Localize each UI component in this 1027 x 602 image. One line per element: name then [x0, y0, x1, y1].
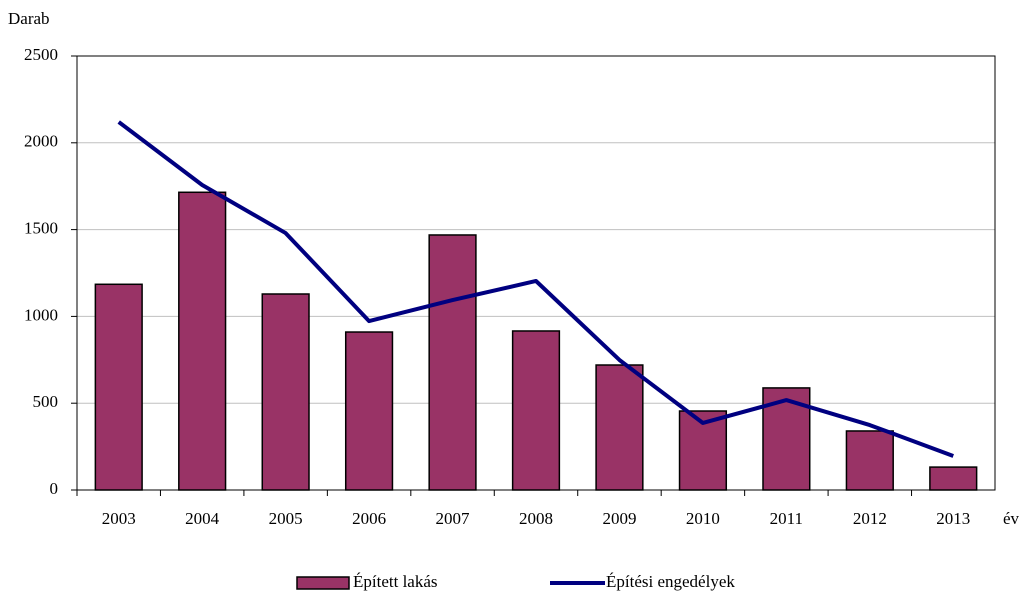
bar — [595, 364, 644, 491]
x-tick-label: 2011 — [770, 509, 803, 528]
x-tick-label: 2005 — [269, 509, 303, 528]
y-tick-label: 0 — [50, 479, 59, 498]
legend-swatch — [296, 576, 350, 590]
y-axis-label: Darab — [8, 9, 50, 28]
bar — [94, 283, 143, 491]
bar — [261, 293, 310, 491]
bar — [428, 234, 477, 491]
x-tick-label: 2003 — [102, 509, 136, 528]
x-tick-label: 2013 — [936, 509, 970, 528]
bar — [845, 430, 894, 491]
y-tick-label: 2500 — [24, 45, 58, 64]
x-tick-label: 2012 — [853, 509, 887, 528]
y-tick-label: 1000 — [24, 305, 58, 324]
line — [117, 120, 954, 458]
x-axis-label: év — [1003, 509, 1020, 528]
bar — [511, 330, 561, 491]
x-tick-label: 2007 — [436, 509, 471, 528]
x-tick-label: 2006 — [352, 509, 386, 528]
x-tick-label: 2008 — [519, 509, 553, 528]
bar — [929, 466, 978, 491]
x-tick-label: 2009 — [602, 509, 636, 528]
x-tick-label: 2010 — [686, 509, 720, 528]
legend-label: Építési engedélyek — [606, 572, 735, 591]
bar — [178, 191, 227, 491]
y-tick-label: 500 — [33, 392, 59, 411]
y-tick-label: 1500 — [24, 219, 58, 238]
bar — [344, 331, 394, 491]
legend-label: Épített lakás — [353, 572, 438, 591]
y-tick-label: 2000 — [24, 132, 58, 151]
x-tick-label: 2004 — [185, 509, 220, 528]
